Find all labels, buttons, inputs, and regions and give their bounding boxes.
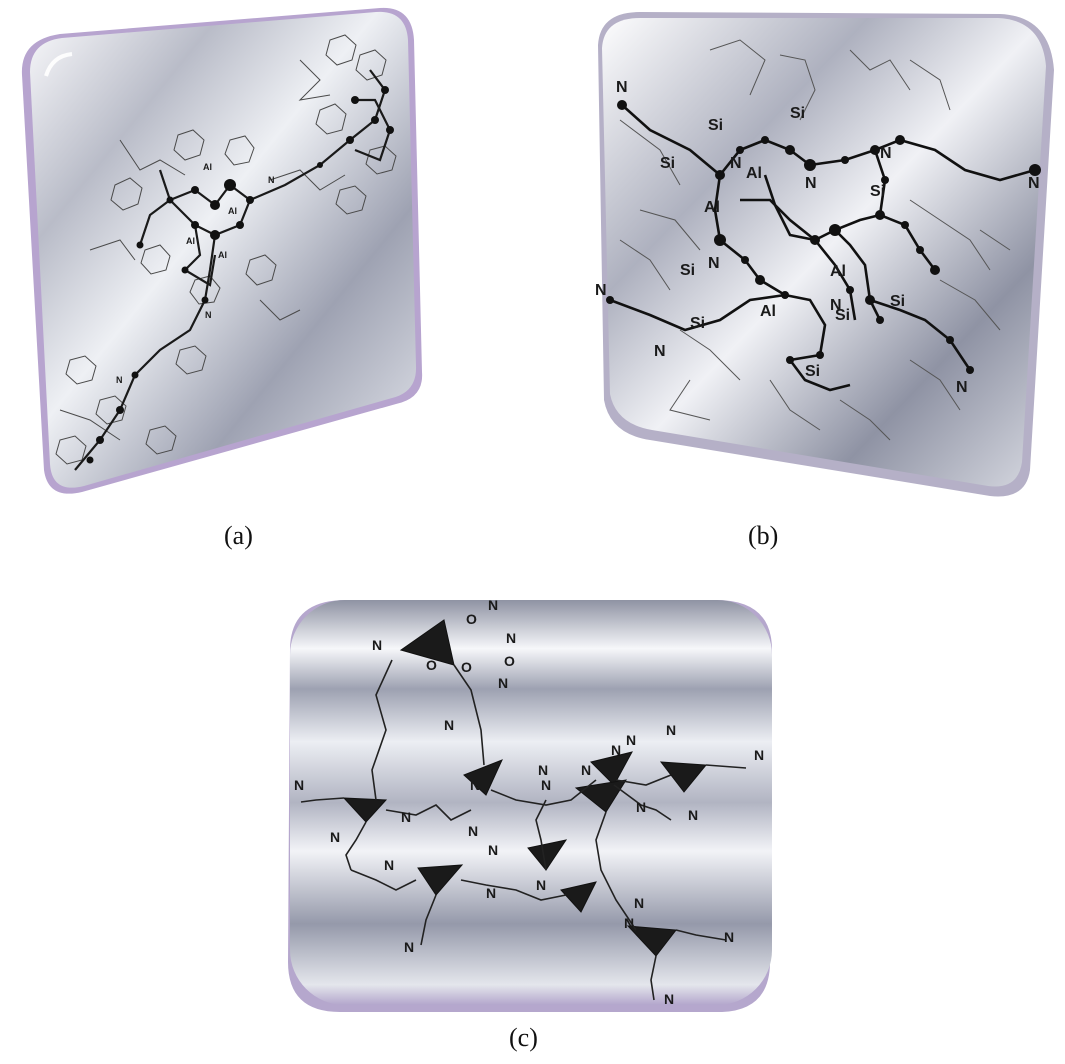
atom-label: N	[470, 777, 480, 793]
caption-b: (b)	[748, 521, 779, 550]
atom-label: N	[116, 375, 123, 385]
panel-a-atom-labels: Al Al Al Al N N N	[116, 162, 275, 385]
atom-label: N	[654, 343, 666, 360]
panel-c-linkers	[300, 659, 747, 1001]
panel-c-structure: N O N O O N O N N N N N N N N N N N N N …	[288, 597, 772, 1012]
atom-label: N	[330, 829, 340, 845]
atom-label: Si	[690, 315, 705, 332]
atom-label: Al	[760, 303, 776, 320]
atom-label: N	[541, 777, 551, 793]
atom-label: N	[664, 991, 674, 1007]
atom-label: N	[611, 742, 621, 758]
atom-label: N	[626, 732, 636, 748]
atom-label: N	[730, 155, 742, 172]
panel-b-atom-labels: N Si Si Si N Al N N Si Al Al Si N Al N S…	[595, 79, 1040, 396]
atom-label: N	[384, 857, 394, 873]
atom-label: Si	[708, 117, 723, 134]
panel-b-ligands	[619, 39, 1011, 441]
atom-label: O	[461, 659, 472, 675]
panel-a-highlight	[44, 52, 73, 77]
atom-label: N	[444, 717, 454, 733]
atom-label: Al	[704, 199, 720, 216]
atom-label: N	[595, 282, 607, 299]
panel-a-ligands	[55, 34, 397, 465]
atom-label: Al	[186, 236, 195, 246]
atom-label: N	[616, 79, 628, 96]
atom-label: N	[724, 929, 734, 945]
atom-label: N	[1028, 175, 1040, 192]
atom-label: N	[294, 777, 304, 793]
panel-a-atoms	[86, 86, 394, 464]
atom-label: Al	[228, 206, 237, 216]
atom-label: N	[538, 762, 548, 778]
atom-label: N	[805, 175, 817, 192]
atom-label: N	[708, 255, 720, 272]
atom-label: Al	[203, 162, 212, 172]
atom-label: Al	[746, 165, 762, 182]
atom-label: N	[624, 915, 634, 931]
atom-label: O	[504, 653, 515, 669]
atom-label: N	[688, 807, 698, 823]
panel-a-tile	[30, 11, 417, 488]
atom-label: N	[268, 175, 275, 185]
atom-label: N	[830, 297, 842, 314]
panel-b-atoms	[606, 100, 1041, 374]
atom-label: O	[466, 611, 477, 627]
caption-c: (c)	[509, 1023, 538, 1052]
panel-a-structure: Al Al Al Al N N N	[21, 7, 423, 494]
atom-label: N	[205, 310, 212, 320]
caption-a: (a)	[224, 521, 253, 550]
atom-label: O	[426, 657, 437, 673]
atom-label: Si	[660, 155, 675, 172]
atom-label: Si	[870, 183, 885, 200]
atom-label: Al	[218, 250, 227, 260]
atom-label: N	[956, 379, 968, 396]
atom-label: N	[372, 637, 382, 653]
atom-label: Si	[890, 293, 905, 310]
panel-c-atom-labels: N O N O O N O N N N N N N N N N N N N N …	[294, 597, 764, 1007]
atom-label: N	[880, 145, 892, 162]
atom-label: N	[636, 799, 646, 815]
atom-label: N	[498, 675, 508, 691]
atom-label: N	[401, 809, 411, 825]
atom-label: Al	[830, 263, 846, 280]
atom-label: N	[634, 895, 644, 911]
atom-label: Si	[790, 105, 805, 122]
atom-label: N	[506, 630, 516, 646]
panel-c-tetrahedra	[342, 619, 707, 957]
atom-label: N	[581, 762, 591, 778]
atom-label: N	[404, 939, 414, 955]
atom-label: N	[468, 823, 478, 839]
panel-b-structure: N Si Si Si N Al N N Si Al Al Si N Al N S…	[595, 12, 1054, 497]
atom-label: Si	[805, 363, 820, 380]
atom-label: Si	[835, 307, 850, 324]
atom-label: N	[486, 885, 496, 901]
atom-label: N	[536, 877, 546, 893]
atom-label: N	[488, 597, 498, 613]
atom-label: Si	[680, 262, 695, 279]
panel-b-bonds	[609, 104, 1036, 392]
atom-label: N	[488, 842, 498, 858]
atom-label: N	[754, 747, 764, 763]
atom-label: N	[666, 722, 676, 738]
